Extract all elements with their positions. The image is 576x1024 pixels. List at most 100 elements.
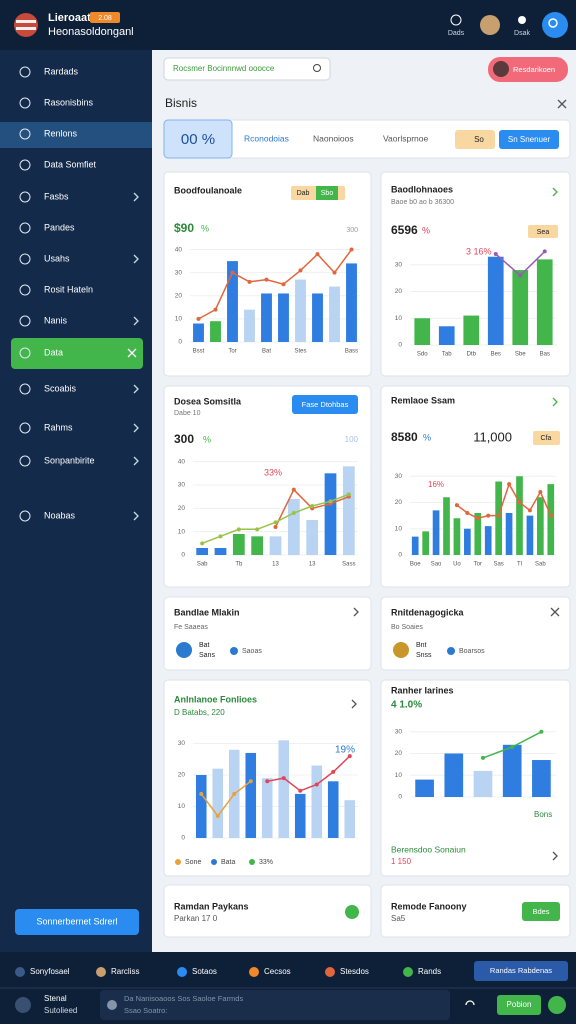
y-tick-label: 10 [395, 525, 403, 532]
filter-button-label[interactable]: Sn Snenuer [508, 135, 551, 144]
bar [502, 744, 522, 797]
chevron[interactable] [133, 316, 139, 326]
chat-input[interactable] [100, 990, 450, 1020]
chart-button[interactable] [292, 395, 358, 414]
nav-item[interactable]: Scoabis [44, 383, 77, 393]
bottom-nav-item[interactable]: Sonyfosael [30, 967, 70, 976]
nav-item[interactable]: Nanis [44, 315, 68, 325]
bottom-nav-item[interactable]: Rarcliss [111, 967, 139, 976]
nav-icon [19, 383, 31, 395]
nav-item[interactable]: Rasonisbins [44, 97, 94, 107]
line-point [200, 541, 205, 546]
chevron[interactable] [133, 511, 139, 521]
bar [212, 768, 224, 838]
close-icon[interactable] [557, 99, 567, 109]
line-point [454, 503, 459, 508]
profile-label[interactable]: Resdarikoen [513, 65, 555, 74]
close-icon[interactable] [550, 607, 560, 617]
nav-item[interactable]: Renlons [44, 128, 78, 138]
x-tick-label: Tab [442, 352, 452, 358]
nav-item[interactable]: Rosit Hateln [44, 284, 93, 294]
send-button[interactable] [548, 996, 566, 1014]
y-tick-label: 10 [395, 315, 403, 322]
chart-badge [533, 431, 560, 445]
line-point [538, 490, 543, 494]
x-tick-label: Bes [491, 352, 501, 358]
sidebar [0, 50, 152, 952]
bar [294, 793, 306, 838]
filter-item[interactable]: Vaorlsprnoe [383, 133, 428, 143]
profile-button[interactable] [488, 57, 568, 82]
nav-item[interactable]: Sonpanbirite [44, 455, 95, 465]
nav-item[interactable]: Data [44, 347, 63, 357]
chevron[interactable] [133, 456, 139, 466]
chat-input-text: Ssao Soatro: [124, 1006, 167, 1015]
x-tick-label: Sao [431, 562, 442, 568]
nav-item[interactable]: Pandes [44, 222, 75, 232]
bottom-nav-item[interactable]: Stesdos [340, 967, 369, 976]
nav-item[interactable]: Fasbs [44, 191, 69, 201]
chat-name: Stenal [44, 994, 67, 1003]
search-box[interactable] [163, 57, 331, 81]
line-point [527, 508, 532, 513]
bottom-nav-item[interactable]: Rands [418, 967, 441, 976]
chevron[interactable] [133, 423, 139, 433]
line-point [548, 513, 553, 518]
bottom-nav-button-label[interactable]: Randas Rabdenas [490, 966, 552, 975]
nav-item[interactable]: Usahs [44, 253, 70, 263]
card-button[interactable] [522, 902, 560, 921]
x-tick-label: Sab [535, 562, 546, 568]
x-tick-label: Boe [410, 562, 421, 568]
y-tick-label: 0 [181, 835, 185, 842]
chevron[interactable] [351, 699, 357, 709]
icon [450, 14, 462, 26]
nav-item[interactable]: Data Somfiet [44, 159, 97, 169]
line-point [310, 504, 315, 508]
y-tick-label: 10 [175, 316, 183, 323]
chevron[interactable] [133, 192, 139, 202]
chevron[interactable] [552, 397, 558, 407]
bar [195, 775, 207, 838]
card-button-label[interactable]: Bdes [532, 907, 549, 916]
sidebar-button[interactable] [15, 909, 139, 935]
chat-button[interactable] [497, 995, 541, 1015]
header-icon-label[interactable]: Dads [448, 30, 465, 37]
y-tick-label: 40 [178, 458, 186, 465]
chart-value: 4 1.0% [391, 700, 422, 711]
sidebar-button-label[interactable]: Sonnerbernet Sdrerl [36, 916, 117, 926]
chevron[interactable] [353, 607, 359, 617]
avatar [480, 15, 500, 35]
avatar [107, 1000, 117, 1010]
filter-button[interactable] [499, 130, 559, 149]
filter-badge[interactable] [455, 130, 495, 149]
line-point [248, 779, 253, 784]
icon [447, 647, 455, 655]
chart-badge [316, 186, 338, 200]
bottom-nav-item[interactable]: Cecsos [264, 967, 291, 976]
chart-button-label[interactable]: Fase Dtohbas [302, 400, 349, 409]
chat-button-label[interactable]: Pobion [507, 1000, 532, 1009]
chevron[interactable] [133, 254, 139, 264]
chevron[interactable] [552, 851, 558, 861]
chevron[interactable] [552, 187, 558, 197]
chart-value-unit: % [203, 434, 211, 444]
filter-item[interactable]: Rconodoias [244, 133, 289, 143]
chart-annotation: 3 16% [466, 246, 492, 256]
nav-item[interactable]: Rardads [44, 66, 79, 76]
bar [415, 779, 434, 797]
x-tick-label: Sbe [515, 352, 526, 358]
bar [245, 752, 257, 838]
bottom-nav-button[interactable] [474, 961, 568, 981]
line-point [273, 525, 278, 529]
nav-item[interactable]: Rahms [44, 422, 73, 432]
close-icon[interactable] [127, 348, 137, 358]
card-item: Bnt [416, 642, 427, 649]
header-icon-label[interactable]: Dsak [514, 30, 530, 37]
y-tick-label: 40 [175, 246, 183, 253]
nav-item[interactable]: Noabas [44, 510, 76, 520]
bottom-nav-item[interactable]: Sotaos [192, 967, 217, 976]
line [267, 755, 351, 792]
search-button[interactable] [542, 12, 568, 38]
chevron[interactable] [133, 384, 139, 394]
filter-item[interactable]: Naonoioos [313, 133, 354, 143]
